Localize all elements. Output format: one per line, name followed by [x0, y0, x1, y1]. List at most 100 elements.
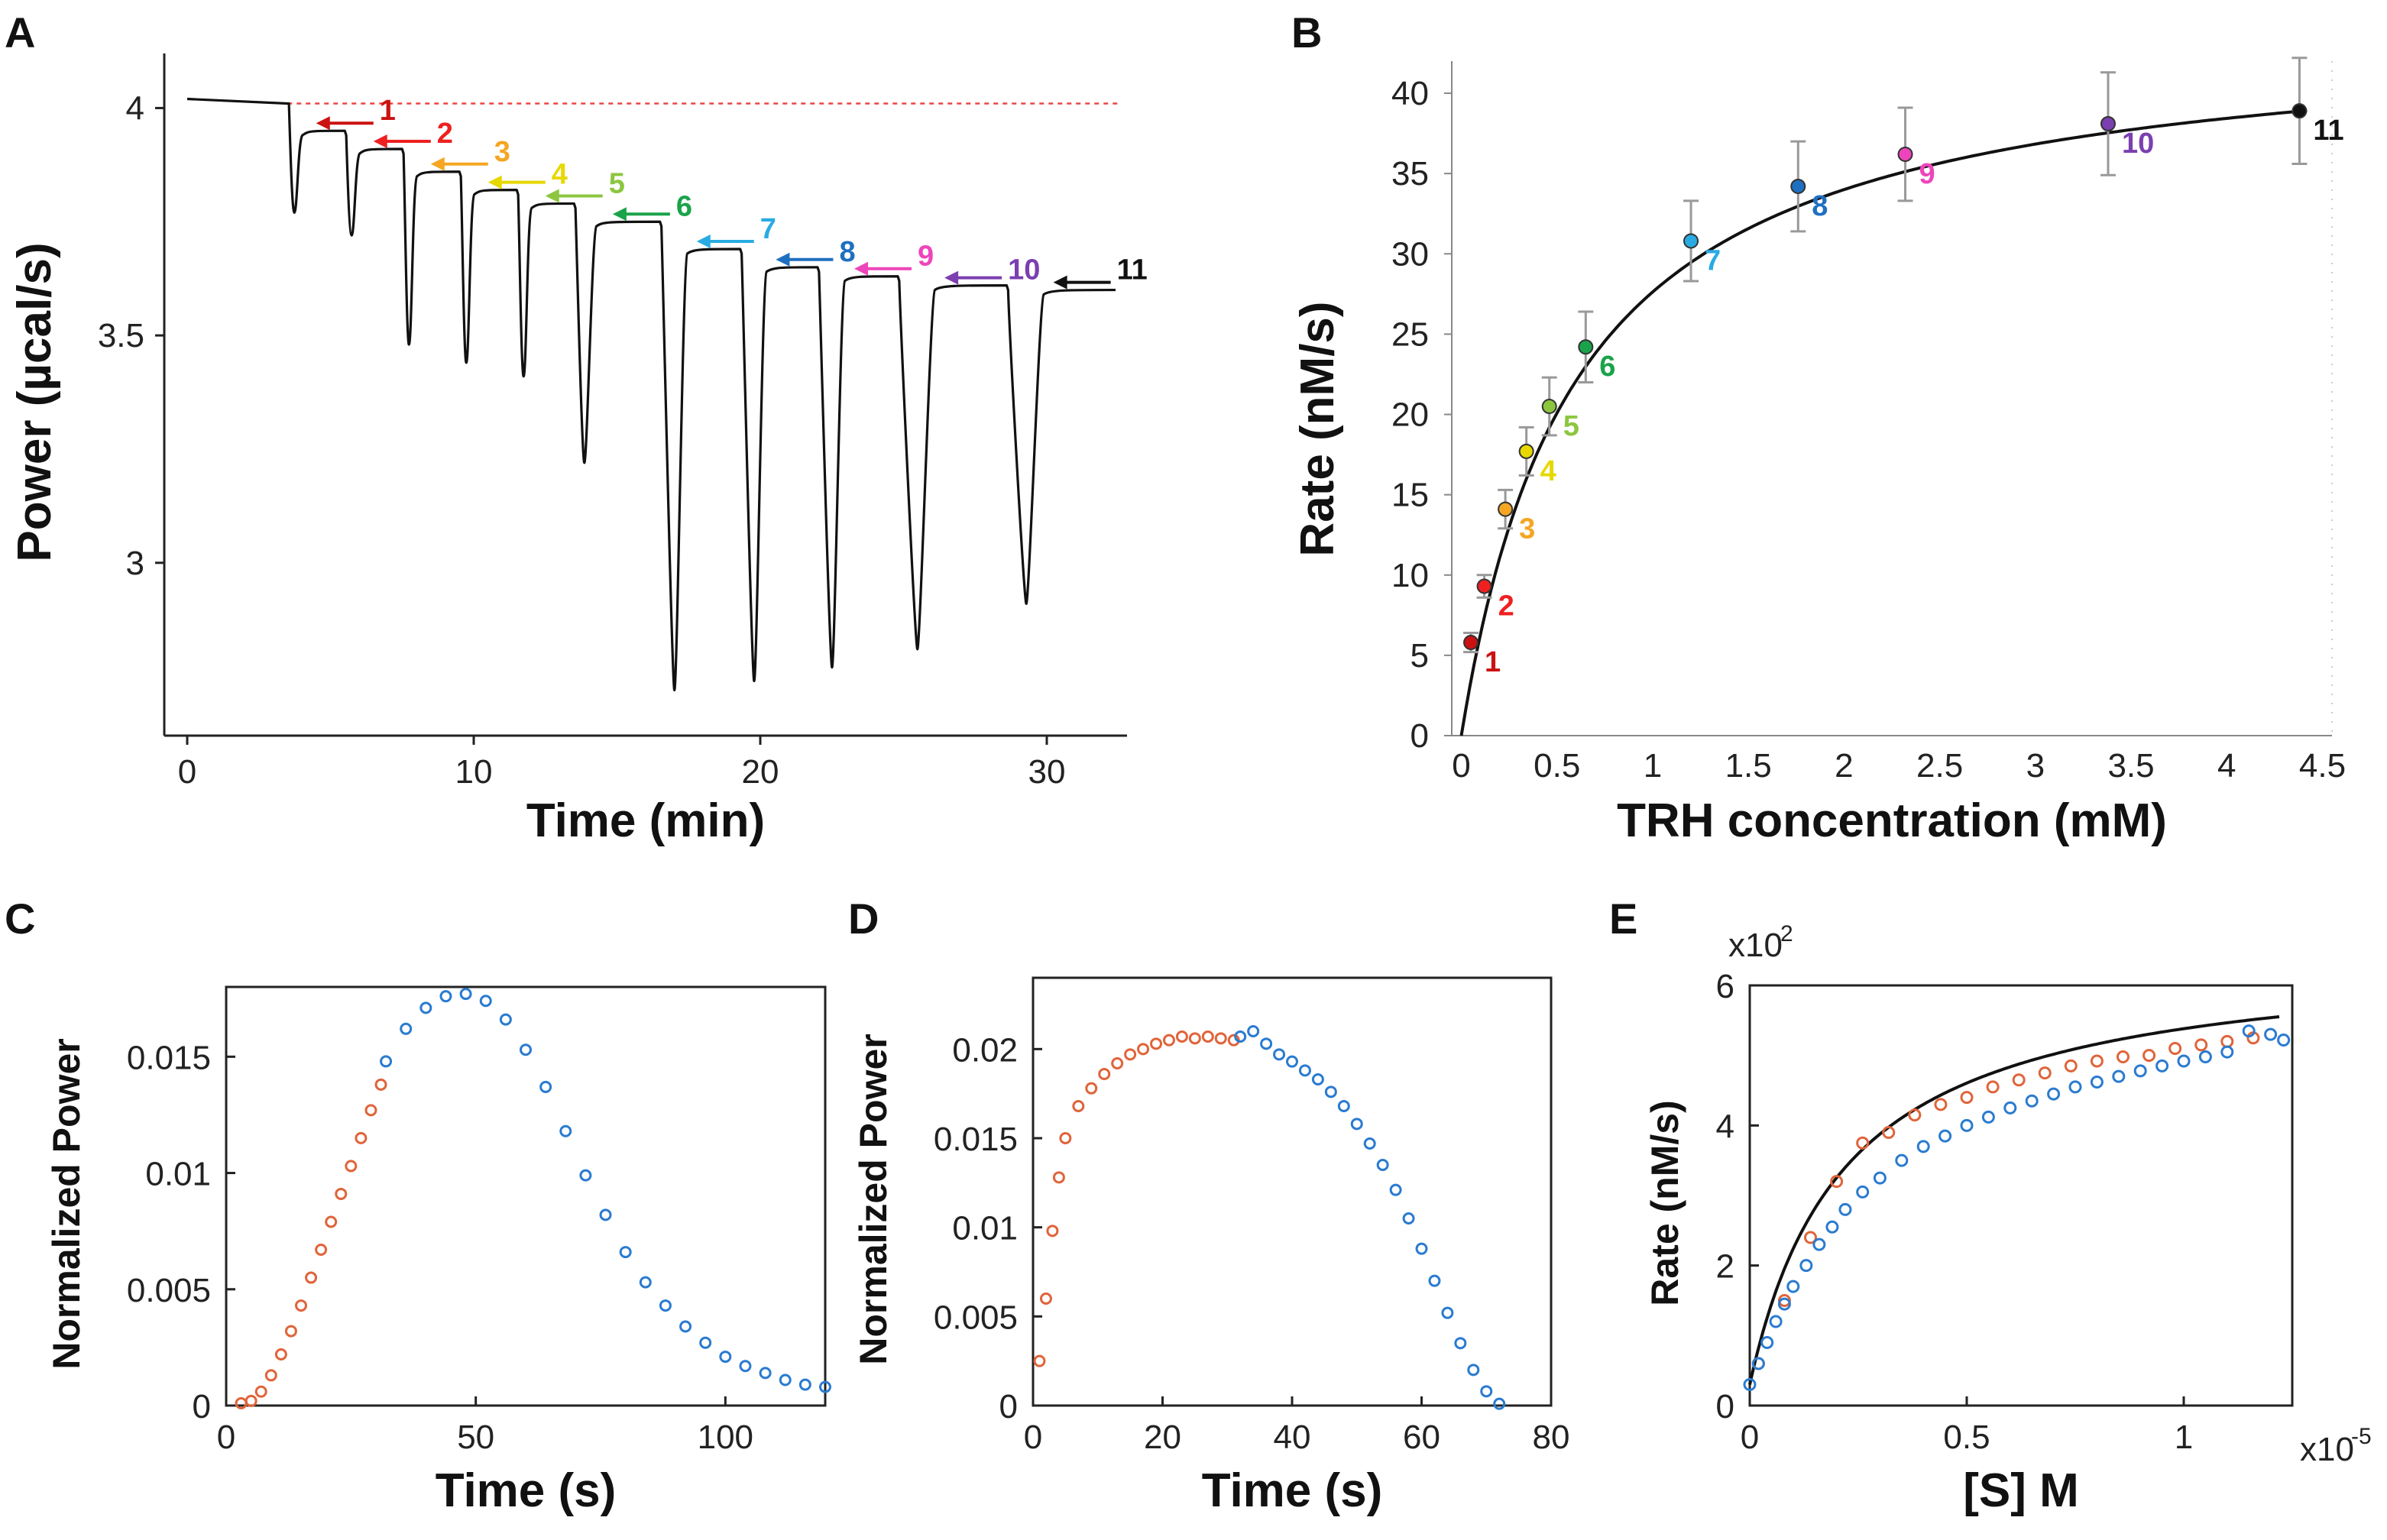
- y-tick-label: 2: [1716, 1248, 1734, 1286]
- panel-letter-d: D: [848, 895, 879, 943]
- injection-label: 4: [552, 159, 568, 191]
- data-point-blue: [1389, 1183, 1402, 1196]
- x-tick-label: 0: [1452, 747, 1470, 785]
- x-tick-label: 40: [1274, 1419, 1311, 1456]
- y-tick-label: 0.015: [127, 1039, 211, 1076]
- data-point-orange: [1111, 1057, 1124, 1069]
- x-tick-label: 0: [178, 753, 196, 791]
- y-tick-label: 40: [1391, 75, 1429, 112]
- point-label: 9: [1919, 158, 1935, 190]
- data-point-orange: [1137, 1043, 1150, 1056]
- michaelis-menten-fit-curve: [1459, 108, 2308, 736]
- data-point-10: [2100, 115, 2116, 131]
- data-point-blue: [1895, 1153, 1909, 1167]
- plot-frame: [1032, 976, 1553, 1407]
- data-point-orange: [1162, 1034, 1175, 1047]
- data-point-blue: [1838, 1202, 1852, 1216]
- data-point-orange: [2090, 1054, 2104, 1068]
- point-label: 11: [2313, 115, 2343, 147]
- data-point-blue: [1812, 1238, 1826, 1251]
- data-point-blue: [1286, 1055, 1298, 1068]
- data-point-blue: [679, 1320, 692, 1333]
- data-point-blue: [699, 1336, 712, 1349]
- point-label: 3: [1519, 513, 1535, 545]
- data-point-orange: [2012, 1073, 2026, 1087]
- data-point-orange: [1804, 1231, 1818, 1244]
- data-point-orange: [295, 1299, 307, 1312]
- x-multiplier-exp: -5: [2351, 1424, 2372, 1449]
- y-tick-label: 4: [126, 89, 144, 127]
- y-tick-label: 15: [1391, 477, 1429, 514]
- x-tick-label: 60: [1403, 1419, 1440, 1456]
- data-point-blue: [1743, 1378, 1757, 1391]
- x-tick-label: 4.5: [2299, 747, 2346, 785]
- y-axis-label: Normalized Power: [852, 1034, 895, 1364]
- injection-label: 1: [380, 95, 396, 127]
- injection-arrow-head-10: [944, 270, 959, 285]
- data-point-orange: [1124, 1048, 1137, 1061]
- data-point-blue: [1337, 1100, 1350, 1112]
- data-point-blue: [419, 1001, 432, 1014]
- point-label: 2: [1498, 590, 1514, 622]
- data-point-blue: [2220, 1045, 2234, 1059]
- y-axis-label: Rate (nM/s): [1644, 1100, 1686, 1305]
- data-point-orange: [284, 1325, 297, 1338]
- data-point-orange: [1934, 1098, 1948, 1111]
- injection-arrow-head-11: [1053, 275, 1067, 290]
- data-point-6: [1578, 339, 1594, 355]
- injection-label: 7: [760, 213, 776, 245]
- y-tick-label: 0: [1410, 717, 1429, 755]
- point-label: 8: [1812, 190, 1828, 222]
- injection-arrow-head-6: [612, 207, 627, 222]
- data-point-blue: [2003, 1101, 2017, 1115]
- data-point-blue: [1786, 1280, 1800, 1293]
- data-point-orange: [374, 1078, 387, 1091]
- data-point-blue: [479, 995, 492, 1008]
- panel-letter-e: E: [1609, 895, 1637, 943]
- data-point-4: [1518, 443, 1534, 459]
- data-point-blue: [819, 1380, 831, 1393]
- y-tick-label: 3.5: [98, 317, 144, 354]
- data-point-5: [1541, 399, 1557, 415]
- y-tick-label: 0.01: [145, 1156, 211, 1193]
- data-point-3: [1498, 501, 1514, 517]
- data-point-orange: [2038, 1066, 2052, 1080]
- data-point-orange: [1033, 1354, 1046, 1367]
- x-axis-label: Time (s): [1202, 1464, 1383, 1517]
- injection-arrow-head-3: [430, 157, 445, 171]
- x-tick-label: 80: [1533, 1419, 1570, 1456]
- data-point-blue: [559, 1124, 572, 1137]
- plot-frame: [225, 985, 827, 1407]
- data-point-orange: [1059, 1132, 1072, 1144]
- y-tick-label: 35: [1391, 155, 1429, 192]
- data-point-1: [1463, 635, 1479, 651]
- injection-label: 9: [918, 241, 934, 273]
- y-tick-label: 4: [1716, 1108, 1734, 1145]
- data-point-blue: [439, 990, 452, 1003]
- data-point-blue: [2068, 1080, 2082, 1094]
- data-point-blue: [1760, 1336, 1774, 1349]
- data-point-orange: [1039, 1292, 1052, 1305]
- injection-arrow-head-1: [316, 116, 330, 131]
- data-point-blue: [2277, 1034, 2291, 1047]
- x-tick-label: 0: [217, 1419, 235, 1456]
- data-point-blue: [1751, 1357, 1765, 1370]
- data-point-blue: [1856, 1185, 1870, 1199]
- y-tick-label: 5: [1410, 637, 1429, 675]
- y-tick-label: 0: [999, 1388, 1018, 1425]
- data-point-blue: [459, 988, 472, 1001]
- y-tick-label: 0.01: [952, 1210, 1018, 1247]
- data-point-blue: [2112, 1069, 2126, 1083]
- point-label: 4: [1540, 455, 1556, 487]
- data-point-orange: [1856, 1136, 1870, 1150]
- x-tick-label: 2: [1835, 747, 1853, 785]
- data-point-2: [1476, 578, 1492, 594]
- data-point-orange: [1046, 1225, 1059, 1238]
- data-point-blue: [539, 1080, 552, 1093]
- x-axis-label: Time (min): [526, 794, 765, 847]
- y-tick-label: 0.02: [952, 1031, 1018, 1069]
- data-point-blue: [739, 1360, 752, 1373]
- data-point-orange: [264, 1369, 277, 1382]
